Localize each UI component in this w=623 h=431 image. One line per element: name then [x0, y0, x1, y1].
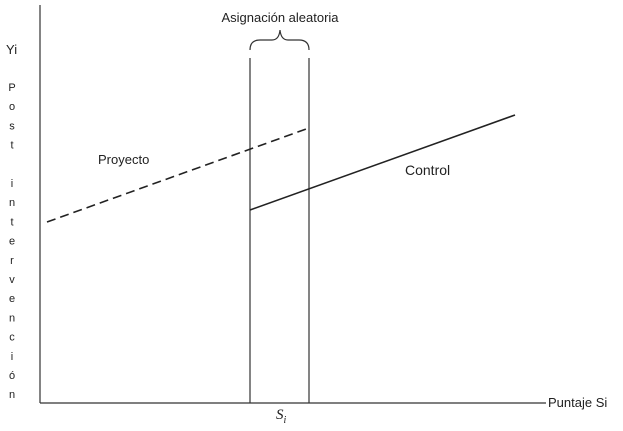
control-line	[249, 114, 516, 211]
x-tick: Si	[276, 407, 287, 426]
project-line	[46, 127, 310, 223]
y-axis-symbol: Yi	[6, 42, 17, 57]
y-axis-label: Post intervención	[6, 82, 18, 408]
control-label: Control	[405, 162, 450, 178]
x-tick-subscript: i	[284, 415, 287, 426]
project-label: Proyecto	[98, 152, 149, 167]
x-axis-label: Puntaje Si	[548, 395, 607, 410]
brace	[249, 29, 310, 51]
x-tick-symbol: S	[276, 407, 284, 423]
title: Asignación aleatoria	[221, 10, 339, 25]
